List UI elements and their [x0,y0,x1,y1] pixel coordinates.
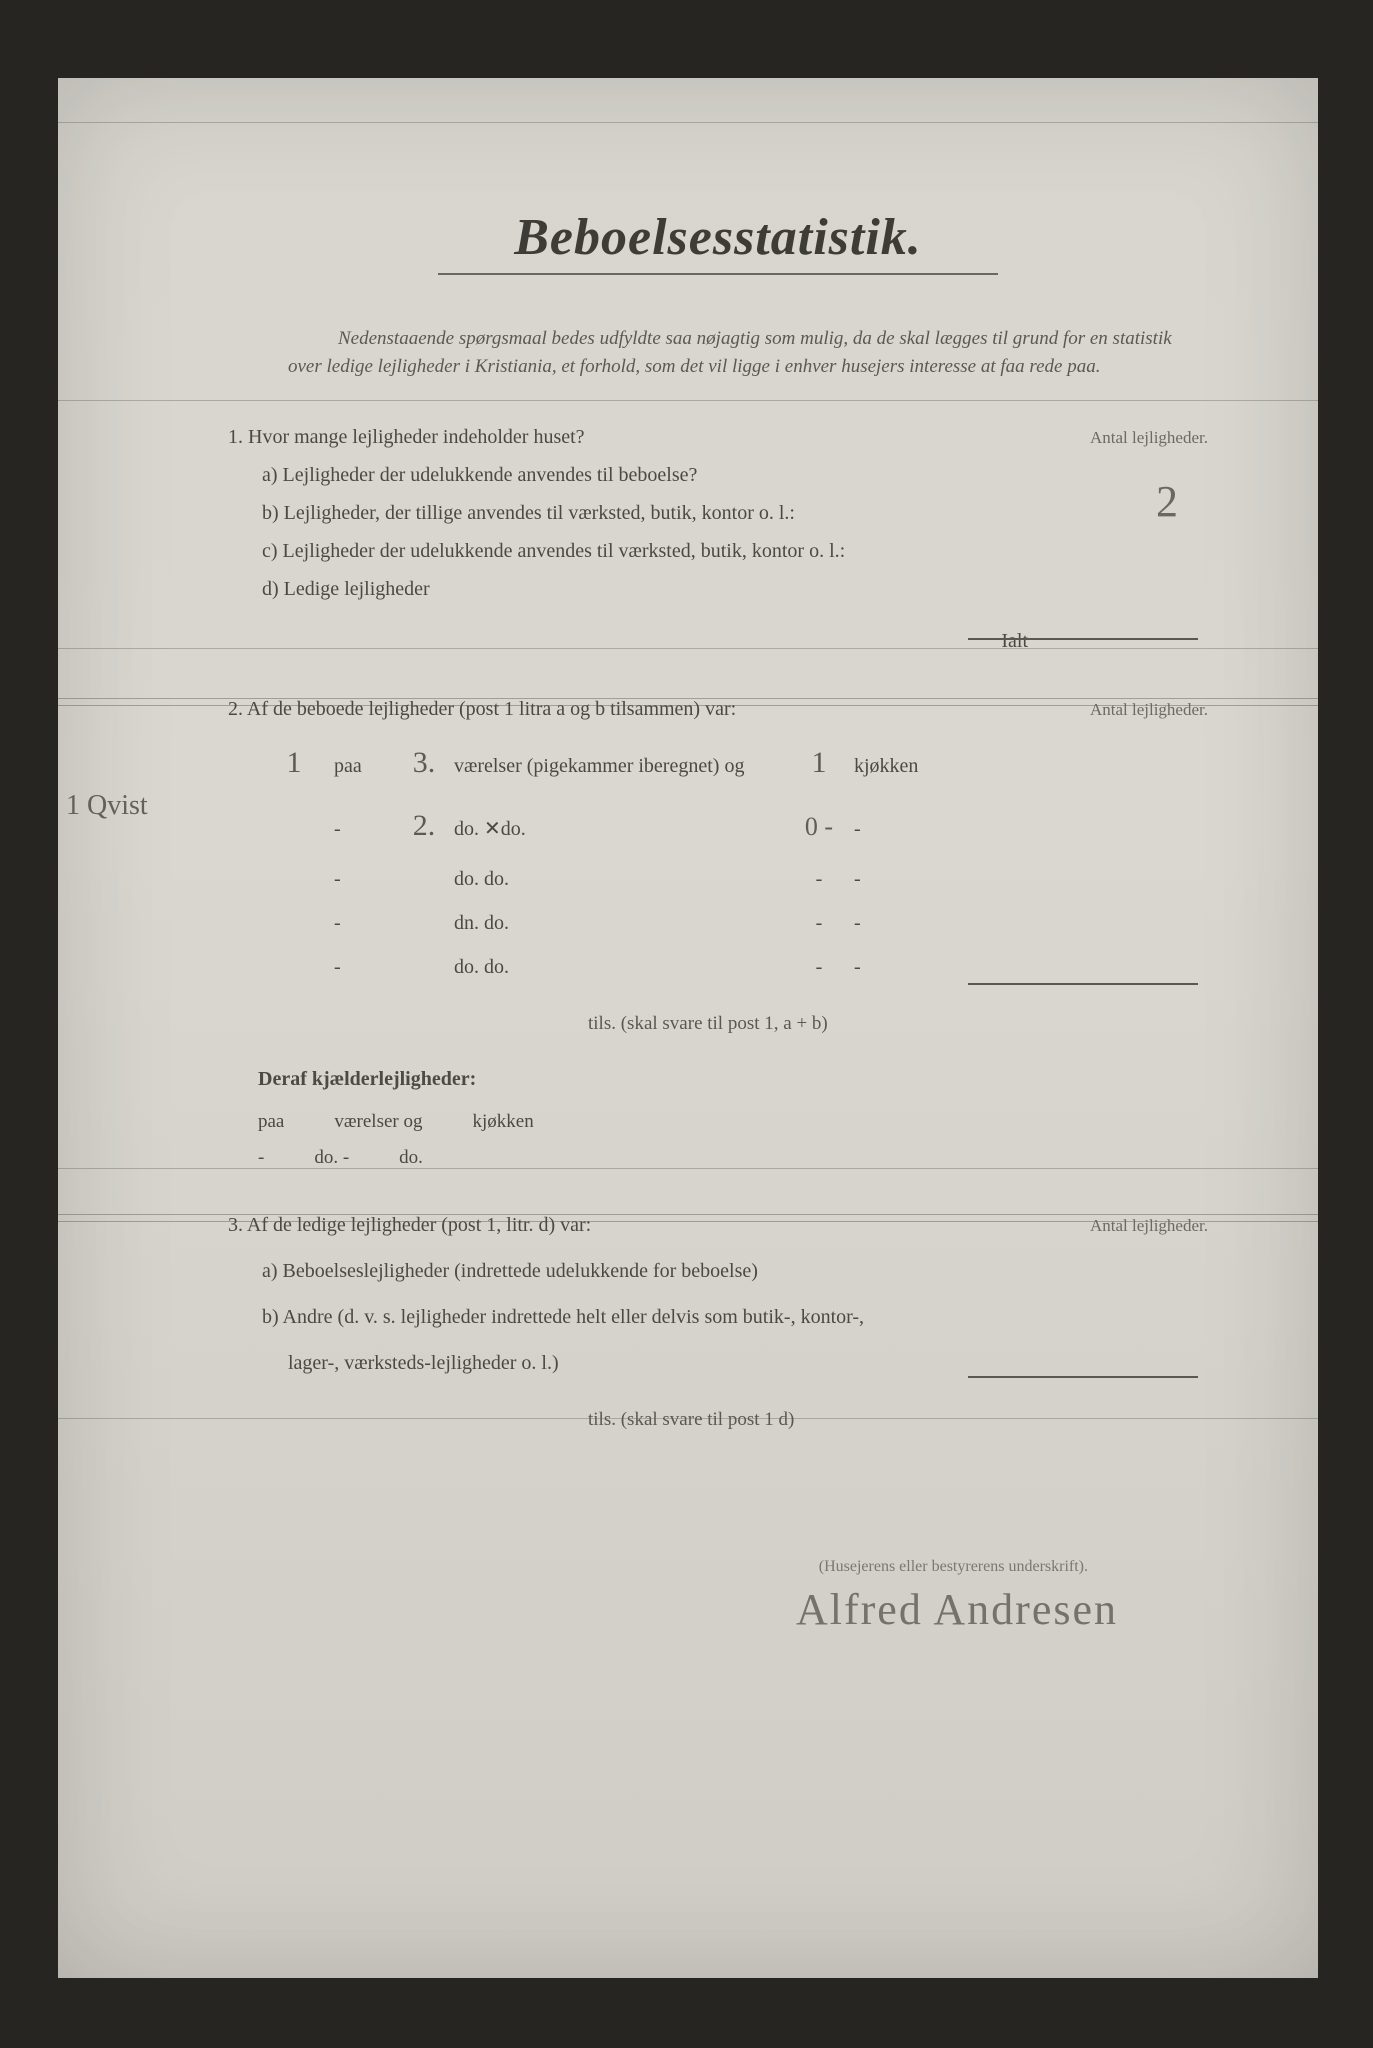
q2-vaer: do. do. [454,948,784,986]
q2-og: 0 - [784,802,854,851]
q2-row: - do. do. - - [254,948,1208,986]
q2-deraf: Deraf kjælderlejligheder: [258,1060,1208,1098]
document-title: Beboelsesstatistik. [228,208,1208,267]
q3-a: a) Beboelseslejligheder (indrettede udel… [228,1252,1208,1290]
q2-sub-kjok: do. [399,1140,423,1176]
q2-vaer: do. do. [454,860,784,898]
question-2: 2. Af de beboede lejligheder (post 1 lit… [228,690,1208,1176]
q2-sub-vaer: do. - [314,1140,349,1176]
q1-b: b) Lejligheder, der tillige anvendes til… [228,494,1208,532]
answer-rule [968,1376,1198,1378]
q2-row: - do. do. - - [254,860,1208,898]
q1-ialt: Ialt [228,622,1208,660]
q2-kjok: kjøkken [854,747,984,785]
q2-kjok: - [854,948,984,986]
q1-d: d) Ledige lejligheder [228,570,1208,608]
q2-vaer: værelser (pigekammer iberegnet) og [454,747,784,785]
q2-table: 1 paa 3. værelser (pigekammer iberegnet)… [254,734,1208,986]
q2-count: 1 [254,734,334,791]
q2-vaer: dn. do. [454,904,784,942]
q2-right-label: Antal lejligheder. [1090,694,1208,726]
q1-c: c) Lejligheder der udelukkende anvendes … [228,532,1208,570]
q2-kjok: - [854,860,984,898]
q2-subrow: paa værelser og kjøkken [258,1104,1208,1140]
q2-heading: 2. Af de beboede lejligheder (post 1 lit… [228,690,736,728]
q2-sub-vaer: værelser og [334,1104,422,1140]
q2-paa: - [334,810,394,848]
content-area: Beboelsesstatistik. Nedenstaaende spørgs… [58,78,1318,1635]
q3-heading: 3. Af de ledige lejligheder (post 1, lit… [228,1206,591,1244]
q2-paa: - [334,860,394,898]
q3-b: b) Andre (d. v. s. lejligheder indretted… [228,1298,1208,1336]
q2-paa: - [334,948,394,986]
q2-row: - dn. do. - - [254,904,1208,942]
q2-row: 1 paa 3. værelser (pigekammer iberegnet)… [254,734,1208,791]
answer-rule [968,638,1198,640]
q2-tils: tils. (skal svare til post 1, a + b) [588,1006,1208,1042]
q1-heading: 1. Hvor mange lejligheder indeholder hus… [228,418,585,456]
q1-a: a) Lejligheder der udelukkende anvendes … [228,456,1208,494]
question-3: 3. Af de ledige lejligheder (post 1, lit… [228,1206,1208,1438]
q2-og: 1 [784,734,854,791]
q2-row: - 2. do. ✕do. 0 - - [254,797,1208,854]
q2-paa: - [334,904,394,942]
question-1: 1. Hvor mange lejligheder indeholder hus… [228,418,1208,660]
q3-right-label: Antal lejligheder. [1090,1210,1208,1242]
q2-og: - [784,948,854,986]
q2-og: - [784,904,854,942]
q1-right-label: Antal lejligheder. [1090,422,1208,454]
title-underline [438,273,998,275]
intro-paragraph: Nedenstaaende spørgsmaal bedes udfyldte … [288,325,1178,380]
q2-vaer: do. ✕do. [454,810,784,848]
q3-tils: tils. (skal svare til post 1 d) [588,1402,1208,1438]
document-paper: 2 1 Qvist Beboelsesstatistik. Nedenstaae… [58,78,1318,1978]
answer-rule [968,983,1198,985]
signature-handwritten: Alfred Andresen [228,1584,1118,1635]
q2-kjok: - [854,810,984,848]
q2-sub-paa: - [258,1140,264,1176]
q2-sub-paa: paa [258,1104,284,1140]
q2-og: - [784,860,854,898]
scan-frame: 2 1 Qvist Beboelsesstatistik. Nedenstaae… [0,0,1373,2048]
q2-paa: paa [334,747,394,785]
q2-num: 2. [394,797,454,854]
signature-caption: (Husejerens eller bestyrerens underskrif… [228,1558,1088,1576]
q2-subrow: - do. - do. [258,1140,1208,1176]
q2-kjok: - [854,904,984,942]
q2-sub-kjok: kjøkken [473,1104,534,1140]
q2-num: 3. [394,734,454,791]
